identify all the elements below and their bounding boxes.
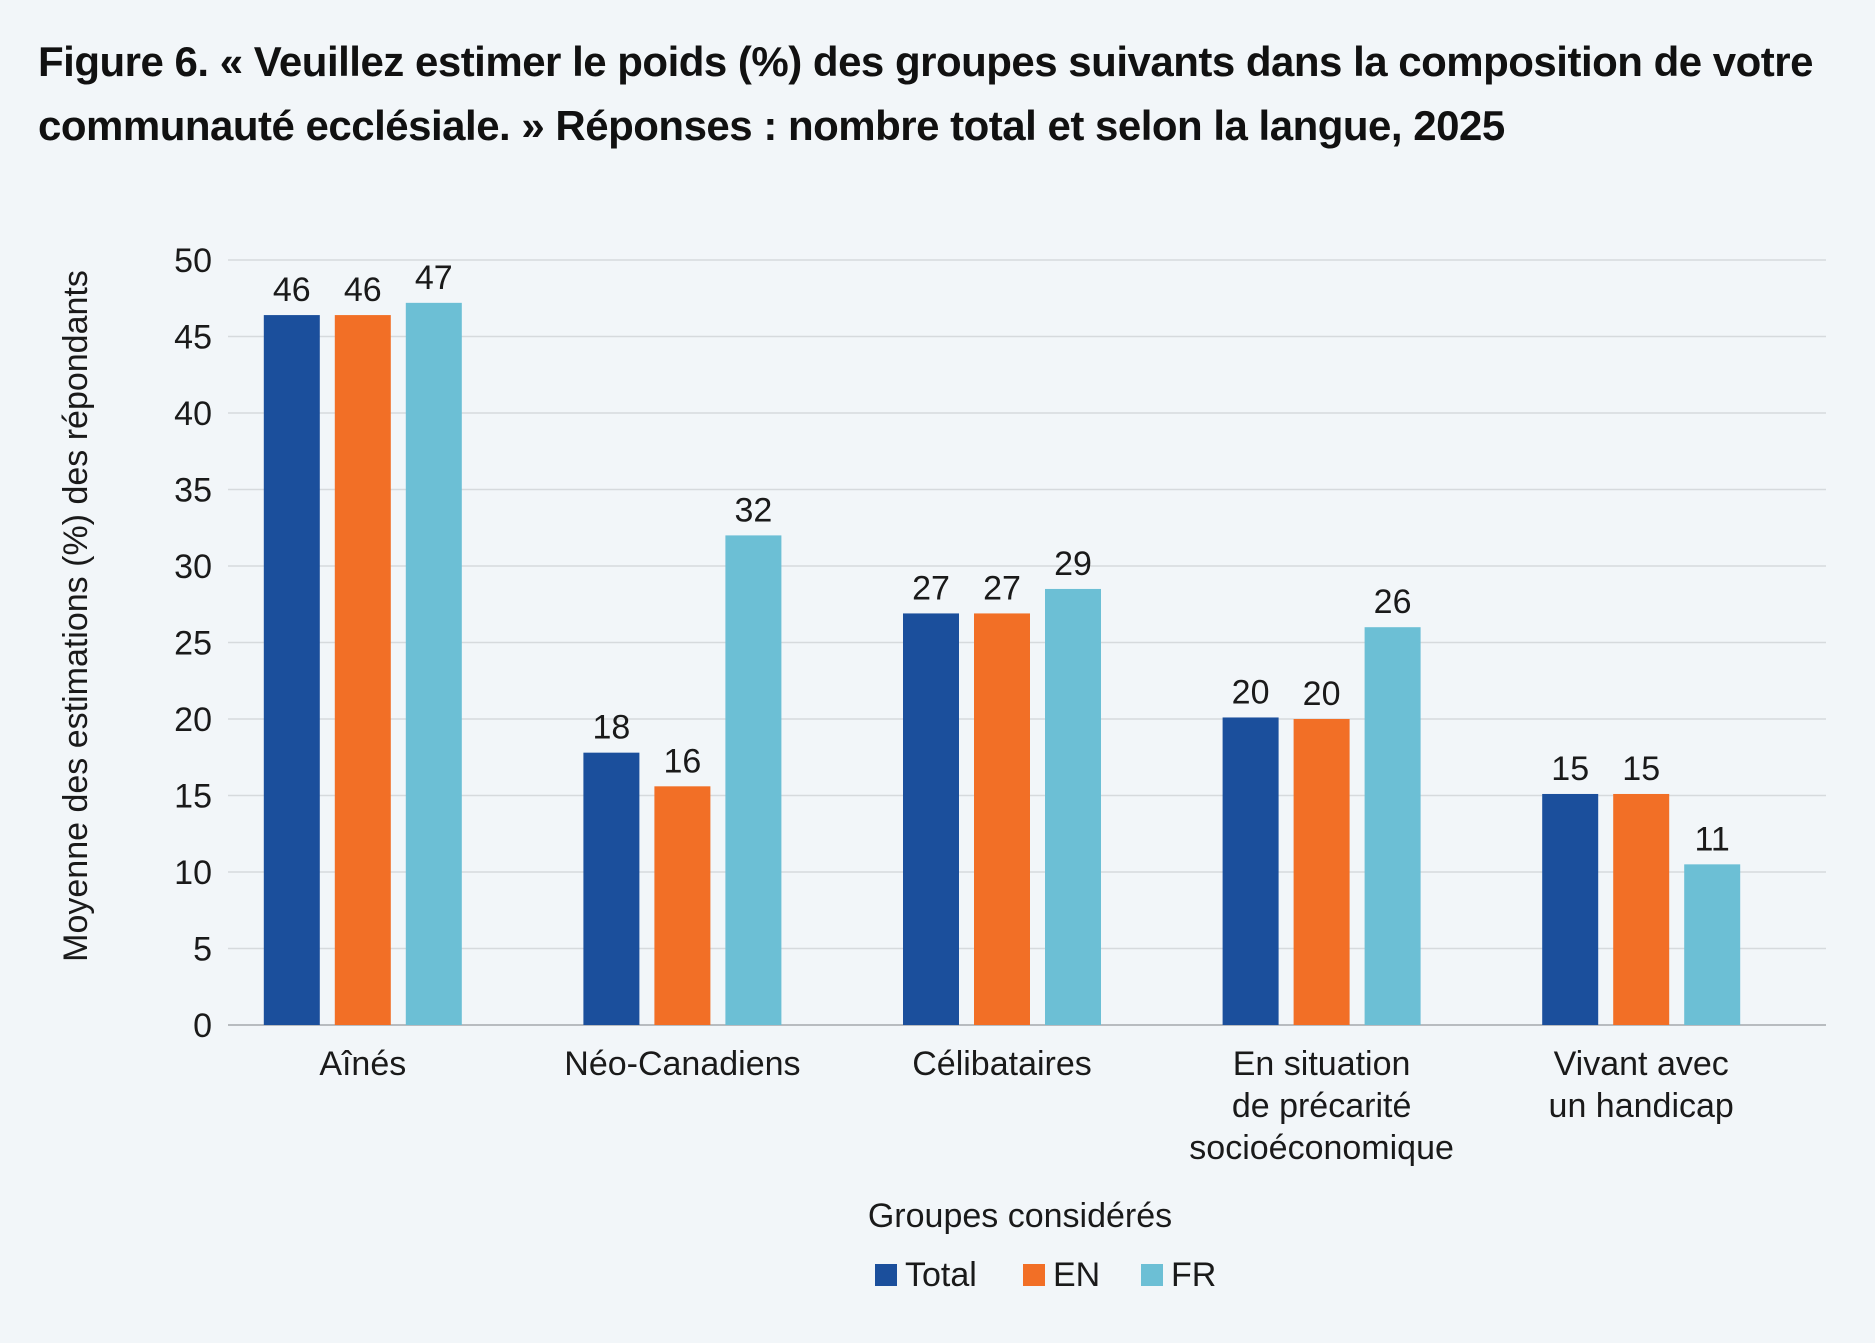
bar-total — [1222, 717, 1279, 1025]
data-label: 20 — [1303, 675, 1341, 713]
bar-fr — [1364, 627, 1421, 1025]
y-tick-label: 0 — [193, 1007, 212, 1045]
bar-en — [334, 315, 391, 1026]
y-tick-label: 35 — [174, 472, 212, 510]
x-category-label: socioéconomique — [1189, 1129, 1454, 1167]
legend-swatch-total — [875, 1264, 897, 1286]
data-label: 32 — [734, 491, 772, 529]
x-axis-categories: Aînés Néo-Canadiens Célibataires En situati… — [319, 1045, 1734, 1167]
data-label: 16 — [663, 742, 701, 780]
chart-title: Figure 6. « Veuillez estimer le poids (%… — [38, 38, 1813, 149]
bar-fr — [725, 535, 782, 1025]
x-axis-title: Groupes considérés — [868, 1197, 1172, 1235]
bar-en — [1613, 793, 1670, 1025]
legend-label-fr: FR — [1171, 1256, 1216, 1294]
data-label: 46 — [344, 271, 382, 309]
y-tick-label: 40 — [174, 395, 212, 433]
x-category-label: Néo-Canadiens — [564, 1045, 800, 1083]
legend-label-en: EN — [1053, 1256, 1100, 1294]
bar-total — [263, 315, 320, 1026]
y-tick-label: 5 — [193, 931, 212, 969]
data-label: 15 — [1551, 750, 1589, 788]
y-tick-label: 25 — [174, 625, 212, 663]
legend-swatch-fr — [1141, 1264, 1163, 1286]
y-tick-label: 30 — [174, 548, 212, 586]
legend-label-total: Total — [905, 1256, 977, 1294]
x-category-label: En situation — [1233, 1045, 1411, 1083]
data-label: 47 — [415, 259, 453, 297]
bar-en — [974, 613, 1030, 1025]
bar-en — [654, 786, 711, 1025]
data-label: 29 — [1054, 545, 1092, 583]
data-labels: 46 46 47 18 16 32 27 27 29 20 20 26 15 15 11 — [273, 259, 1730, 859]
data-label: 20 — [1232, 673, 1270, 711]
legend-swatch-en — [1023, 1264, 1045, 1286]
bar-fr — [405, 302, 462, 1026]
data-label: 18 — [592, 709, 630, 747]
y-tick-label: 15 — [174, 778, 212, 816]
bar-total — [903, 613, 959, 1025]
data-label: 27 — [983, 569, 1021, 607]
x-category-label: Aînés — [319, 1045, 406, 1083]
x-category-label: un handicap — [1549, 1087, 1734, 1125]
x-category-label: Vivant avec — [1554, 1045, 1729, 1083]
y-tick-label: 20 — [174, 701, 212, 739]
bar-fr — [1045, 588, 1101, 1025]
x-category-label: Célibataires — [912, 1045, 1092, 1083]
bar-total — [1542, 793, 1599, 1025]
bars — [263, 302, 1741, 1026]
data-label: 15 — [1622, 750, 1660, 788]
y-axis-title: Moyenne des estimations (%) des répondan… — [57, 270, 95, 962]
bar-fr — [1684, 864, 1741, 1025]
legend: Total EN FR — [875, 1256, 1216, 1294]
y-tick-label: 10 — [174, 854, 212, 892]
data-label: 27 — [912, 569, 950, 607]
y-tick-label: 50 — [174, 242, 212, 280]
data-label: 26 — [1374, 583, 1412, 621]
bar-total — [583, 752, 640, 1025]
data-label: 46 — [273, 271, 311, 309]
bar-en — [1293, 719, 1350, 1025]
y-tick-label: 45 — [174, 319, 212, 357]
x-category-label: de précarité — [1232, 1087, 1412, 1125]
data-label: 11 — [1695, 820, 1730, 858]
y-axis-ticks: 0 5 10 15 20 25 30 35 40 45 50 — [174, 242, 212, 1045]
